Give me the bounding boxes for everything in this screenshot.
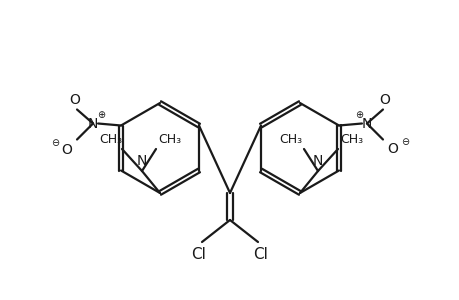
Text: O: O [62, 142, 73, 157]
Text: O: O [379, 92, 390, 106]
Text: CH₃: CH₃ [157, 133, 181, 146]
Text: O: O [69, 92, 80, 106]
Text: N: N [88, 116, 98, 130]
Text: N: N [312, 154, 323, 168]
Text: Cl: Cl [253, 247, 268, 262]
Text: CH₃: CH₃ [339, 133, 362, 146]
Text: ⊕: ⊕ [354, 110, 362, 119]
Text: N: N [361, 116, 371, 130]
Text: ⊕: ⊕ [97, 110, 105, 119]
Text: ⊖: ⊖ [400, 137, 408, 148]
Text: ⊖: ⊖ [51, 137, 59, 148]
Text: N: N [136, 154, 147, 168]
Text: CH₃: CH₃ [99, 133, 122, 146]
Text: CH₃: CH₃ [278, 133, 302, 146]
Text: Cl: Cl [191, 247, 206, 262]
Text: O: O [386, 142, 397, 157]
